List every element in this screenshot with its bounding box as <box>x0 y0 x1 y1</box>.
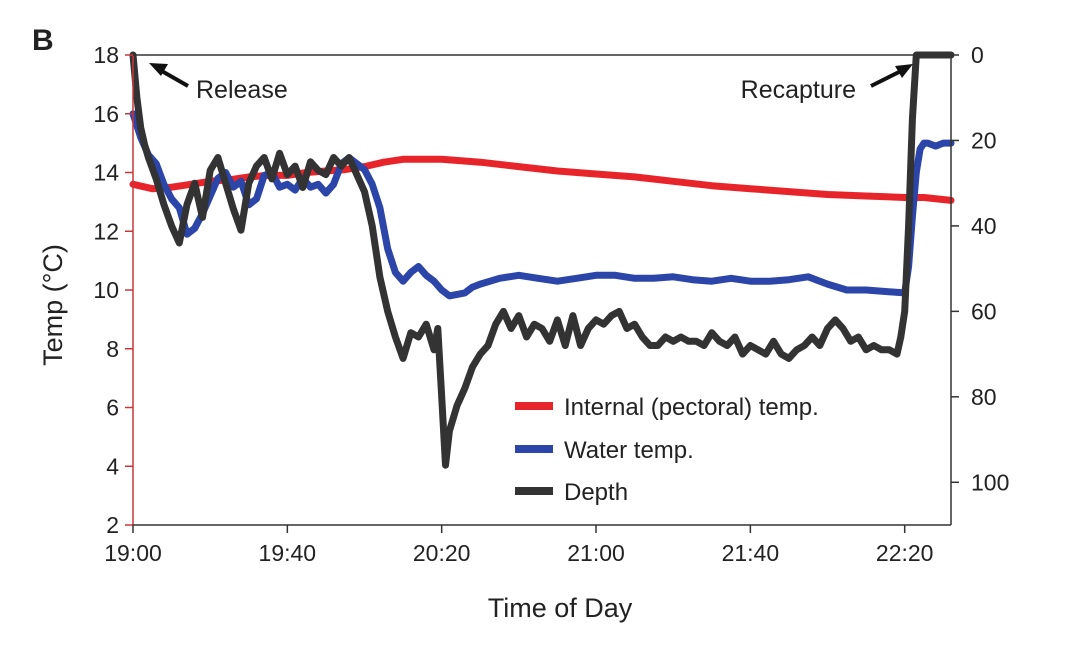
legend-label-internal-temp: Internal (pectoral) temp. <box>564 394 819 421</box>
y-axis-title: Temp (°C) <box>38 244 68 366</box>
y-tick-label: 4 <box>106 453 119 479</box>
recapture-arrow-shaft <box>870 69 902 88</box>
x-tick-label: 20:20 <box>413 540 471 566</box>
y-tick-label: 12 <box>93 218 119 244</box>
y-tick-label: 10 <box>93 277 119 303</box>
y-tick-label: 14 <box>93 160 119 186</box>
y2-tick-label: 40 <box>971 213 997 239</box>
recapture-label: Recapture <box>741 76 856 104</box>
axes-layer: 2 4 6 8 10 12 14 16 18 0 20 40 60 80 100 19:00 19:40 20:2… <box>93 42 1009 566</box>
x-tick-label: 21:00 <box>567 540 625 566</box>
recapture-arrow-head <box>895 64 913 78</box>
legend: Internal (pectoral) temp. Water temp. De… <box>515 394 819 506</box>
series-layer <box>129 51 955 469</box>
legend-label-depth: Depth <box>564 479 628 506</box>
y-tick-label: 6 <box>106 395 119 421</box>
x-tick-label: 19:40 <box>259 540 317 566</box>
y-tick-label: 8 <box>106 336 119 362</box>
water-temp-line <box>129 110 955 300</box>
y-tick-label: 16 <box>93 101 119 127</box>
y2-tick-label: 20 <box>971 127 997 153</box>
x-tick-label: 19:00 <box>104 540 162 566</box>
y2-tick-label: 60 <box>971 298 997 324</box>
legend-label-water-temp: Water temp. <box>564 437 694 464</box>
release-annotation: Release <box>149 63 288 104</box>
x-tick-label: 21:40 <box>722 540 780 566</box>
y-tick-label: 2 <box>106 512 119 538</box>
y2-tick-label: 80 <box>971 384 997 410</box>
x-axis-title: Time of Day <box>488 593 633 623</box>
release-label: Release <box>196 76 288 104</box>
y2-tick-label: 0 <box>971 42 984 68</box>
y-tick-label: 18 <box>93 42 119 68</box>
y2-tick-label: 100 <box>971 469 1009 495</box>
depth-line <box>129 51 955 469</box>
x-tick-label: 22:20 <box>876 540 934 566</box>
release-arrow-shaft <box>159 68 189 88</box>
panel-label: B <box>32 24 54 57</box>
release-arrow-head <box>149 63 168 76</box>
recapture-annotation: Recapture <box>741 64 913 104</box>
